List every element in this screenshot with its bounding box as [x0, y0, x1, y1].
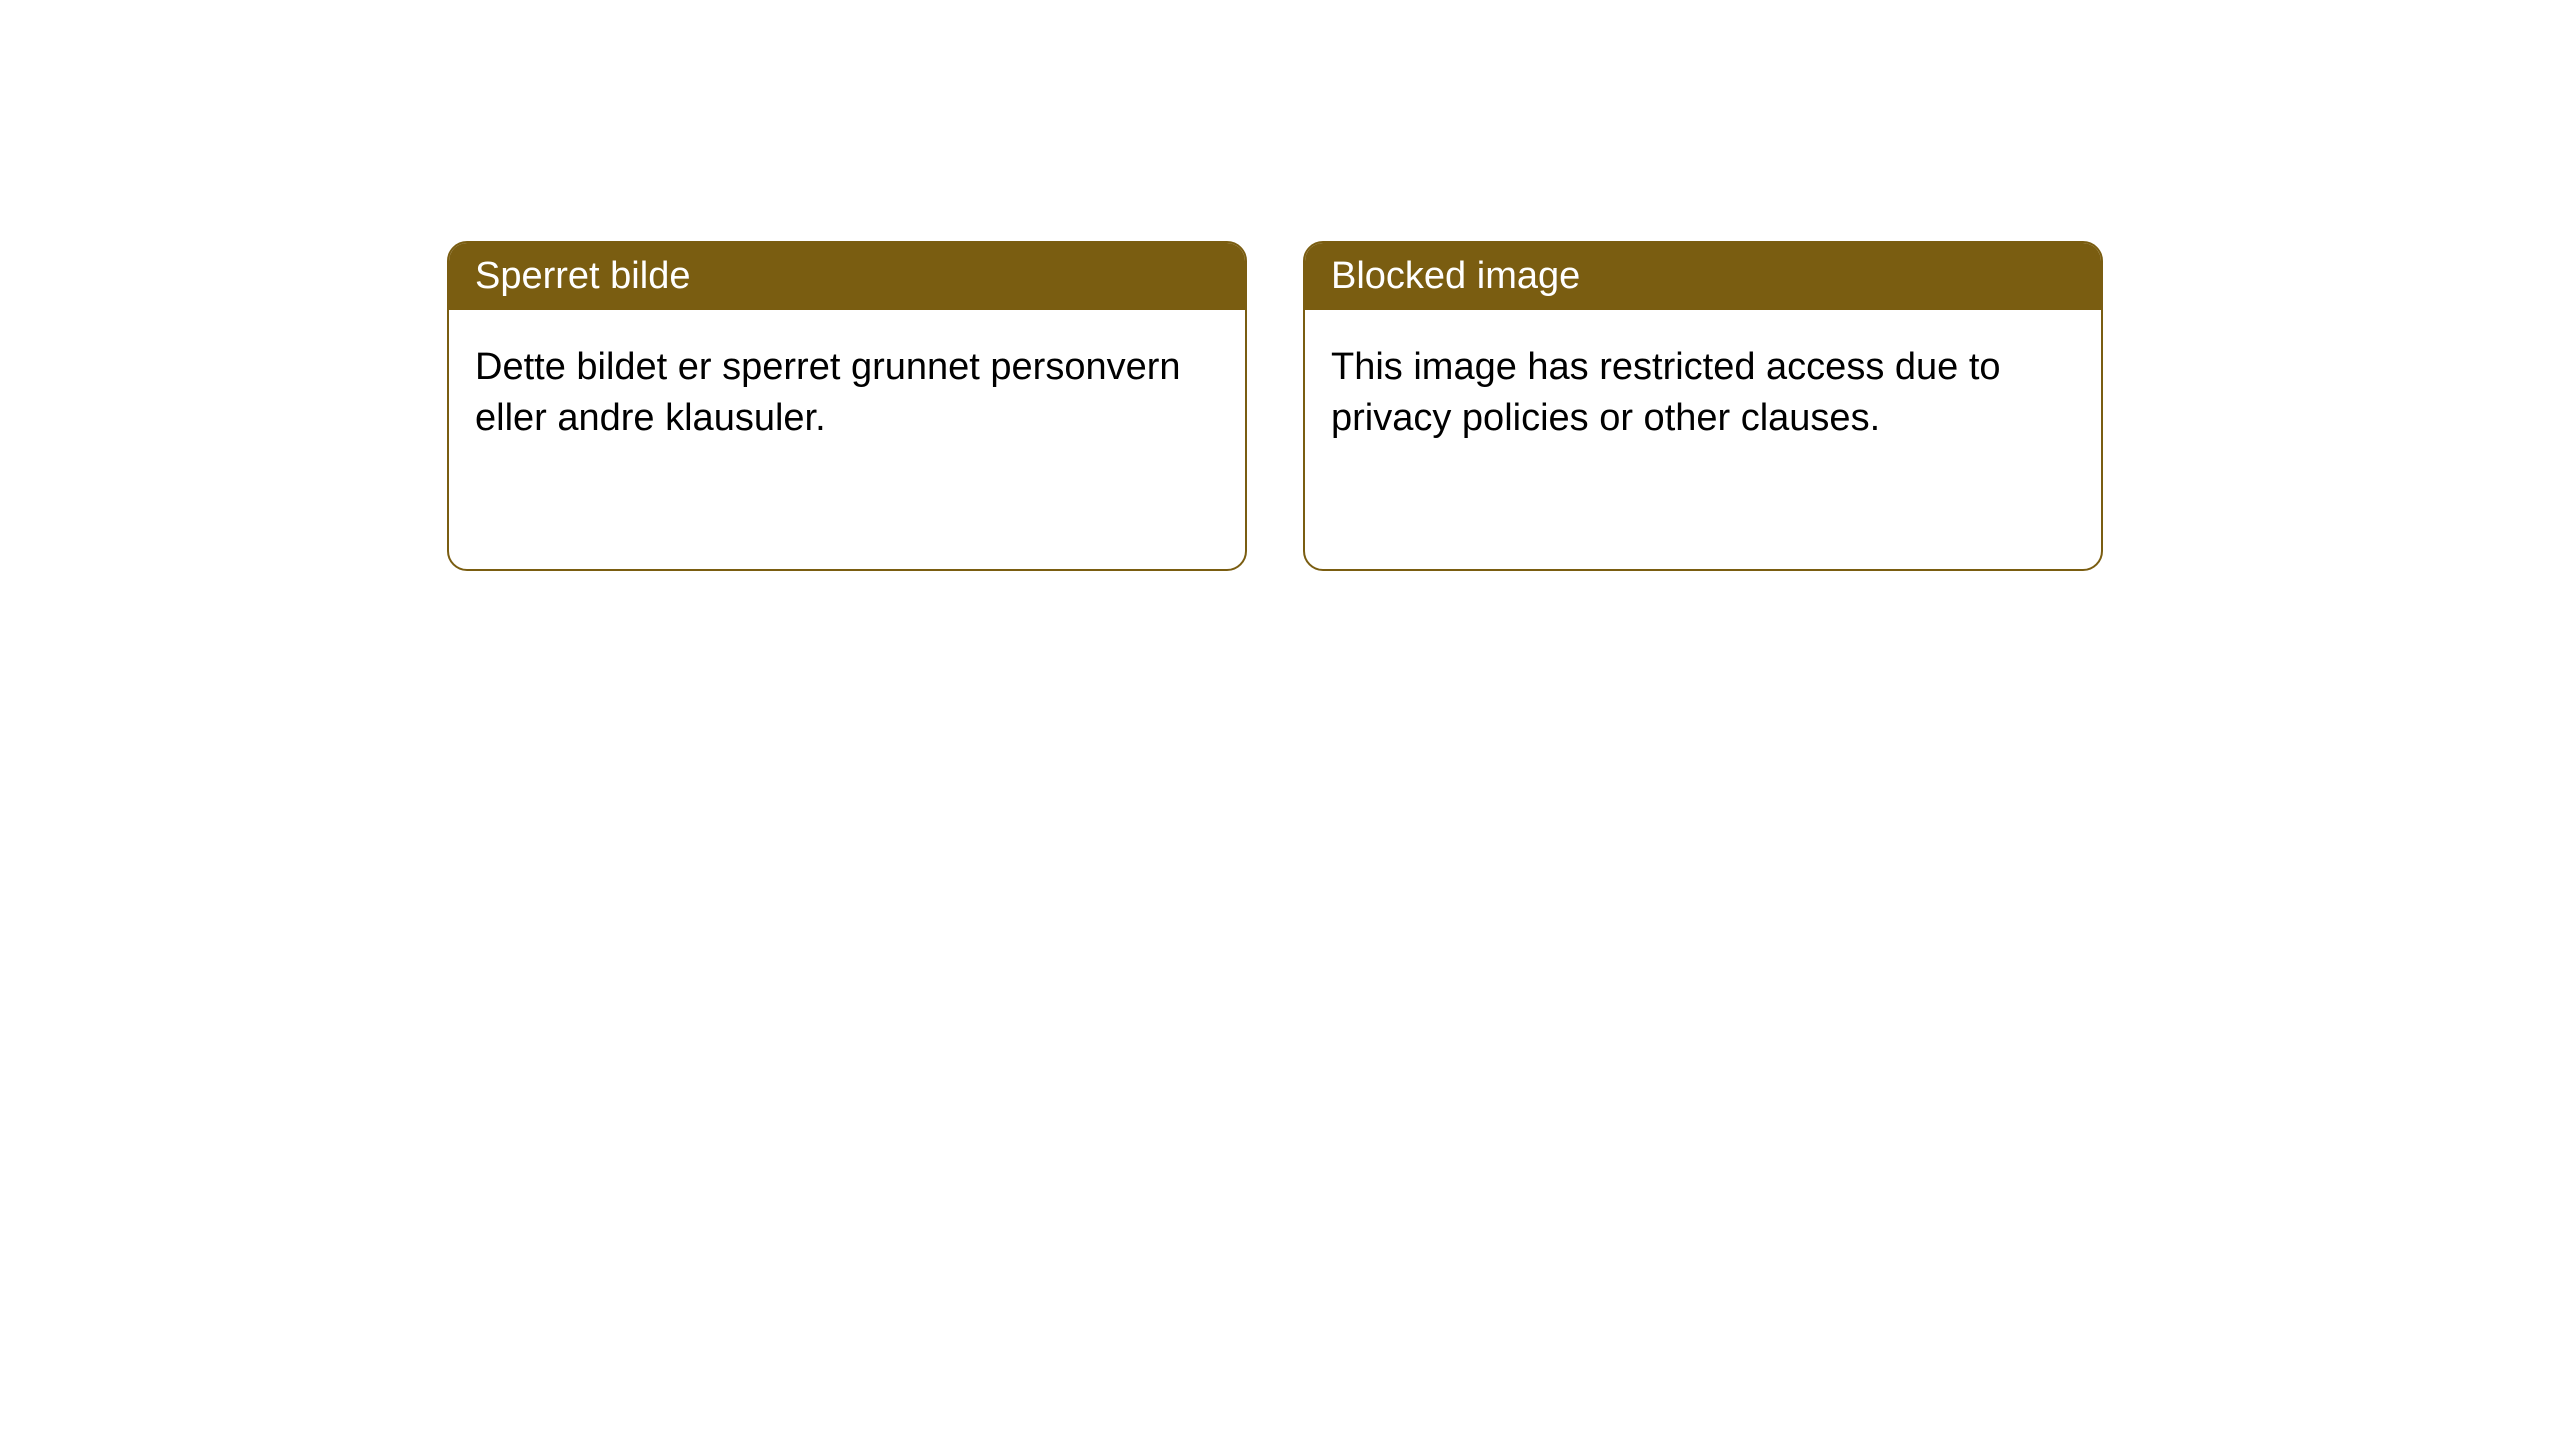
card-header: Blocked image — [1305, 243, 2101, 310]
card-header: Sperret bilde — [449, 243, 1245, 310]
notice-card-english: Blocked image This image has restricted … — [1303, 241, 2103, 571]
notice-cards-container: Sperret bilde Dette bildet er sperret gr… — [0, 0, 2560, 571]
card-body-text: This image has restricted access due to … — [1305, 310, 2101, 477]
card-body-text: Dette bildet er sperret grunnet personve… — [449, 310, 1245, 477]
notice-card-norwegian: Sperret bilde Dette bildet er sperret gr… — [447, 241, 1247, 571]
